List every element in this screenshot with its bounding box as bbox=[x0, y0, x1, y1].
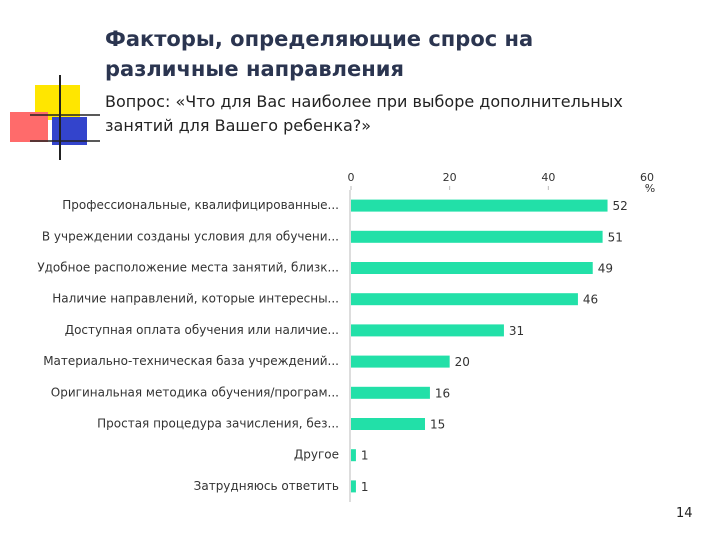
value-label: 16 bbox=[435, 386, 450, 400]
value-label: 52 bbox=[613, 199, 628, 213]
y-tick-label: В учреждении созданы условия для обучени… bbox=[42, 229, 339, 243]
bar bbox=[351, 355, 450, 368]
bar bbox=[351, 199, 608, 212]
y-tick-label: Удобное расположение места занятий, близ… bbox=[37, 261, 339, 275]
x-tick-label: 0 bbox=[348, 171, 355, 184]
value-label: 1 bbox=[361, 480, 369, 494]
bar bbox=[351, 230, 603, 243]
y-tick-label: Простая процедура зачисления, без... bbox=[97, 417, 339, 431]
bar bbox=[351, 386, 430, 399]
y-tick-label: Доступная оплата обучения или наличие... bbox=[65, 323, 339, 337]
value-label: 51 bbox=[608, 230, 623, 244]
bar bbox=[351, 293, 578, 306]
y-tick-label: Другое bbox=[294, 448, 339, 462]
subtitle: Вопрос: «Что для Вас наиболее при выборе… bbox=[105, 92, 623, 135]
x-tick-label: 60 bbox=[640, 171, 654, 184]
value-label: 49 bbox=[598, 262, 613, 276]
value-label: 1 bbox=[361, 449, 369, 463]
value-label: 15 bbox=[430, 418, 445, 432]
title: Факторы, определяющие спрос на различные… bbox=[105, 27, 534, 81]
y-tick-label: Профессиональные, квалифицированные... bbox=[62, 198, 339, 212]
y-tick-label: Материально-техническая база учреждений.… bbox=[43, 354, 339, 368]
bar bbox=[351, 480, 356, 493]
x-axis-label: % bbox=[645, 182, 655, 195]
value-label: 31 bbox=[509, 324, 524, 338]
decor bbox=[10, 112, 48, 142]
bar bbox=[351, 449, 356, 462]
bar bbox=[351, 262, 593, 274]
value-label: 46 bbox=[583, 293, 598, 307]
x-tick-label: 40 bbox=[541, 171, 555, 184]
y-tick-label: Оригинальная методика обучения/програм..… bbox=[51, 385, 339, 399]
bar bbox=[351, 324, 504, 337]
x-tick-label: 20 bbox=[443, 171, 457, 184]
y-tick-label: Наличие направлений, которые интересны..… bbox=[52, 292, 339, 306]
value-label: 20 bbox=[455, 355, 470, 369]
bar bbox=[351, 418, 425, 430]
page-number: 14 bbox=[676, 506, 693, 521]
y-tick-label: Затрудняюсь ответить bbox=[194, 479, 339, 493]
